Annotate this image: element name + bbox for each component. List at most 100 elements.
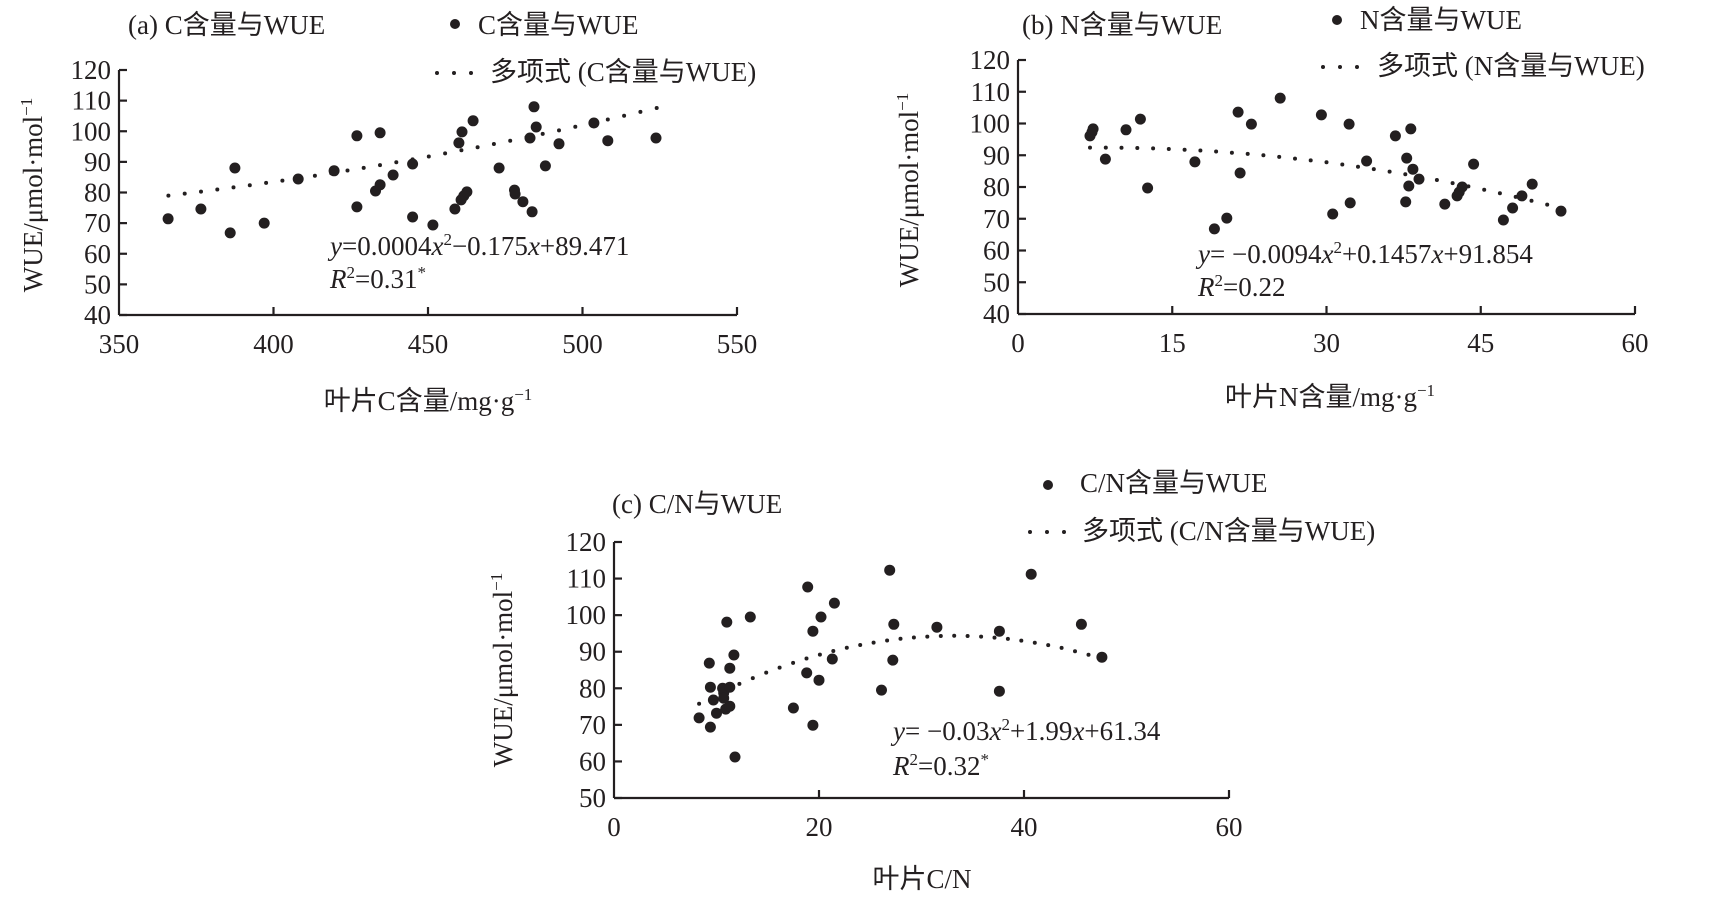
data-point [1497, 214, 1509, 226]
data-point [1401, 152, 1413, 164]
data-point [1315, 109, 1327, 121]
chart-a-equation-text: y=0.0004x2−0.175x+89.471 [327, 230, 629, 261]
trendline-dot [605, 117, 610, 122]
data-point [884, 564, 896, 576]
trendline-dot [1019, 638, 1024, 643]
trendline-dot [557, 128, 561, 133]
trendline-dot [475, 145, 480, 150]
chart-a-legend-scatter-label: C含量与WUE [478, 10, 638, 40]
trendline-dot [1324, 160, 1329, 165]
trendline-dot [1529, 198, 1534, 203]
trendline-dot [858, 643, 863, 647]
trendline-dot [638, 109, 643, 114]
trendline-dot [1261, 153, 1266, 158]
data-point [528, 101, 540, 113]
chart-b-x-tick-label: 45 [1467, 328, 1494, 358]
data-point [530, 121, 542, 133]
chart-b-y-tick-label: 90 [983, 140, 1010, 170]
trendline-dot [1119, 145, 1124, 150]
data-point [1389, 130, 1401, 142]
data-point [693, 712, 705, 724]
trendline-dot [804, 656, 809, 661]
data-point [802, 581, 814, 593]
data-point [815, 611, 827, 623]
trendline-dot [898, 636, 903, 641]
chart-c-trendline [697, 633, 1104, 706]
chart-c-equation: y= −0.03x2+1.99x+61.34 R2=0.32* [890, 715, 1161, 781]
trendline-dot [1198, 148, 1203, 153]
trendline-dot [573, 124, 578, 129]
chart-a-equation: y=0.0004x2−0.175x+89.471 R2=0.31* [327, 230, 629, 294]
data-point [704, 681, 716, 693]
chart-b-y-tick-label: 40 [983, 299, 1010, 329]
trendline-dot [1277, 154, 1282, 159]
data-point [351, 201, 363, 213]
chart-b-y-tick-label: 100 [970, 109, 1011, 139]
chart-a-y-tick-label: 90 [84, 147, 111, 177]
chart-c-r2-text: R2=0.32* [892, 750, 989, 781]
chart-a-x-tick-label: 500 [562, 329, 603, 359]
data-point [1400, 196, 1412, 208]
data-point [1413, 173, 1425, 185]
trendline-dot [1450, 181, 1455, 186]
trendline-dot [1182, 147, 1187, 152]
data-point [524, 132, 536, 144]
trendline-dot [182, 191, 187, 196]
chart-c-x-tick-label: 60 [1216, 812, 1243, 842]
data-point [1234, 167, 1246, 179]
chart-a-x-tick-label: 350 [99, 329, 140, 359]
trendline-dot [1103, 145, 1108, 150]
chart-c-y-tick-label: 90 [579, 637, 606, 667]
chart-b-equation-text: y= −0.0094x2+0.1457x+91.854 [1195, 238, 1533, 269]
data-point [493, 162, 505, 174]
trendline-dot [925, 634, 930, 639]
trendline-dot [1545, 202, 1550, 207]
data-point [328, 165, 340, 177]
chart-c-y-tick-label: 100 [566, 600, 607, 630]
legend-trend-marker-icon [1321, 65, 1359, 69]
data-point [1232, 106, 1244, 118]
trendline-dot [1151, 146, 1156, 151]
data-point [729, 751, 741, 763]
trendline-dot [817, 652, 822, 657]
trendline-dot [1497, 191, 1502, 196]
chart-a-y-tick-label: 70 [84, 208, 111, 238]
chart-c-title: (c) C/N与WUE [612, 489, 782, 519]
data-point [1189, 156, 1201, 168]
data-point [1221, 212, 1233, 224]
data-point [467, 115, 479, 127]
chart-a-points [162, 101, 662, 239]
data-point [1456, 181, 1468, 193]
trendline-dot [622, 113, 627, 118]
data-point [826, 653, 838, 665]
trendline-dot [345, 168, 350, 173]
data-point [807, 625, 819, 637]
trendline-dot [777, 665, 782, 670]
data-point [461, 186, 473, 198]
data-point [828, 597, 840, 609]
data-point [1361, 155, 1373, 167]
chart-a: (a) C含量与WUE C含量与WUE 多项式 (C含量与WUE) WUE/μm… [17, 10, 757, 416]
chart-a-y-tick-label: 50 [84, 269, 111, 299]
data-point [1327, 208, 1339, 220]
data-point [588, 117, 600, 129]
chart-b-y-tick-label: 70 [983, 204, 1010, 234]
data-point [258, 217, 270, 229]
chart-c-y-tick-label: 60 [579, 746, 606, 776]
chart-c-y-axis-title: WUE/μmol·mol−1 [487, 573, 518, 768]
data-point [787, 702, 799, 714]
chart-c-points [693, 564, 1108, 763]
chart-c: (c) C/N与WUE C/N含量与WUE 多项式 (C/N含量与WUE) WU… [487, 468, 1375, 894]
trendline-dot [1340, 162, 1345, 167]
chart-b-r2-text: R2=0.22 [1197, 271, 1285, 302]
data-point [801, 667, 813, 679]
trendline-dot [979, 634, 984, 639]
trendline-dot [264, 180, 269, 185]
legend-scatter-marker-icon [1043, 480, 1053, 490]
chart-b-trendline [1088, 145, 1565, 211]
trendline-dot [831, 649, 836, 653]
data-point [1343, 118, 1355, 130]
trendline-dot [1482, 187, 1487, 192]
trendline-dot [1032, 640, 1037, 645]
